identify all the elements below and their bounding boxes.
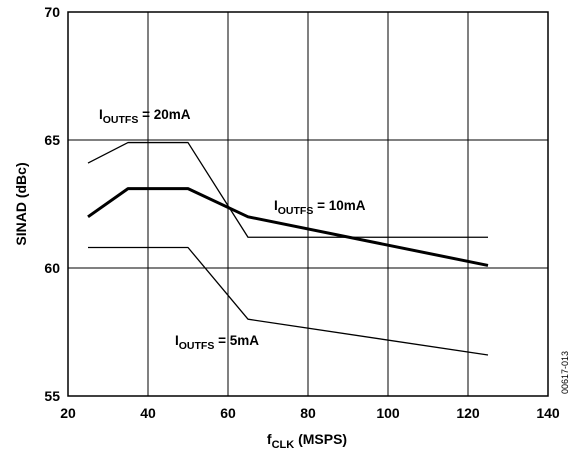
grid-lines xyxy=(68,12,548,396)
series-lines xyxy=(87,141,489,356)
y-tick-labels: 55 60 65 70 xyxy=(44,4,60,404)
x-axis-label-main: f xyxy=(267,431,272,447)
x-tick-label: 40 xyxy=(140,405,156,421)
x-tick-labels: 20 40 60 80 100 120 140 xyxy=(60,405,560,421)
y-tick-label: 65 xyxy=(44,132,60,148)
series-line-20ma xyxy=(87,141,488,238)
series-line-10ma xyxy=(87,187,489,267)
figure-code: 00617-013 xyxy=(560,351,570,394)
y-tick-label: 55 xyxy=(44,388,60,404)
y-axis-label: SINAD (dBc) xyxy=(13,162,29,245)
x-tick-label: 120 xyxy=(456,405,480,421)
x-axis-label: fCLK (MSPS) xyxy=(267,431,347,451)
x-tick-label: 100 xyxy=(376,405,400,421)
x-axis-label-subscript: CLK xyxy=(272,439,295,451)
x-tick-label: 80 xyxy=(300,405,316,421)
plot-frame xyxy=(67,11,549,397)
x-tick-label: 20 xyxy=(60,405,76,421)
annotation-5ma: IOUTFS = 5mA xyxy=(175,333,259,352)
annotation-10ma: IOUTFS = 10mA xyxy=(274,198,366,217)
annotation-20ma: IOUTFS = 20mA xyxy=(99,107,191,126)
y-tick-label: 60 xyxy=(44,260,60,276)
x-tick-label: 140 xyxy=(536,405,560,421)
y-tick-label: 70 xyxy=(44,4,60,20)
x-axis-label-units: (MSPS) xyxy=(294,431,347,447)
x-tick-label: 60 xyxy=(220,405,236,421)
series-line-5ma xyxy=(88,246,489,356)
